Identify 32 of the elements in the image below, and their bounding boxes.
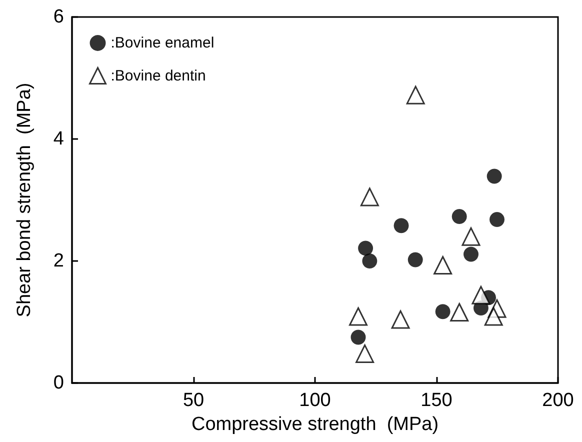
legend-label: :Bovine dentin bbox=[110, 67, 206, 84]
point bbox=[391, 310, 410, 329]
y-tick-label: 6 bbox=[53, 6, 64, 28]
x-tick-label: 150 bbox=[420, 390, 452, 411]
point bbox=[434, 256, 452, 275]
point bbox=[464, 246, 479, 262]
x-axis-title: Compressive strength (MPa) bbox=[191, 414, 439, 435]
point bbox=[406, 86, 425, 104]
point bbox=[462, 227, 480, 246]
point bbox=[356, 344, 374, 363]
point bbox=[360, 188, 379, 206]
y-tick-label: 4 bbox=[53, 128, 64, 150]
point bbox=[472, 286, 490, 304]
point bbox=[362, 254, 378, 268]
x-tick-label: 200 bbox=[542, 390, 574, 411]
legend-label: :Bovine enamel bbox=[110, 34, 214, 52]
point bbox=[349, 307, 368, 326]
point bbox=[450, 302, 469, 322]
point bbox=[484, 307, 503, 326]
point bbox=[350, 330, 366, 345]
point bbox=[394, 218, 409, 234]
point bbox=[358, 240, 374, 256]
point bbox=[486, 168, 502, 184]
x-tick-label: 100 bbox=[299, 390, 331, 411]
x-tick-label: 50 bbox=[182, 390, 204, 411]
y-tick-label: 0 bbox=[53, 372, 64, 394]
point bbox=[452, 208, 467, 224]
point bbox=[435, 304, 450, 320]
point bbox=[490, 212, 505, 228]
y-axis-title: Shear bond strength (MPa) bbox=[14, 82, 35, 318]
y-tick-label: 2 bbox=[53, 250, 64, 272]
point bbox=[408, 252, 423, 268]
